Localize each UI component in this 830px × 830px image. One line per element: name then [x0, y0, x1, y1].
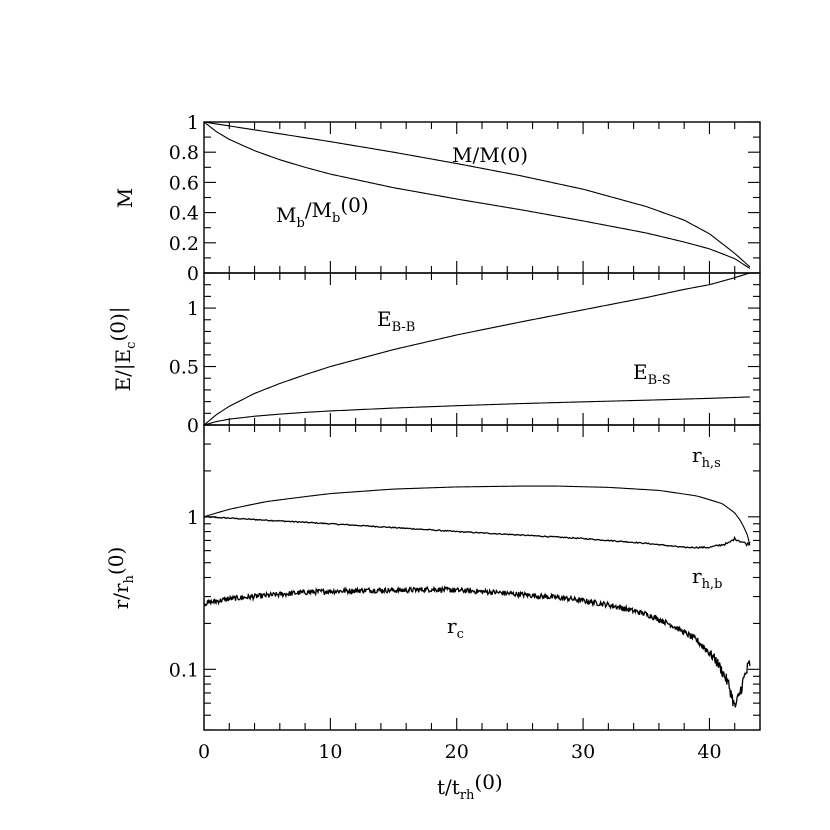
top-ytick-label: 0.8	[169, 142, 199, 164]
xtick-label: 40	[697, 741, 721, 763]
series-mb-mb-0-label-suffix: /M	[305, 198, 332, 222]
bottom-ylabel-tail: (0)	[104, 547, 128, 575]
series-eb-b-label: EB-B	[377, 307, 415, 335]
series-m-m-0-label: M/M(0)	[452, 143, 528, 167]
top-ylabel: M	[113, 188, 137, 208]
middle-ylabel-tail: (0)|	[106, 306, 131, 341]
series-rc-line	[203, 585, 751, 708]
middle-panel-frame	[203, 272, 761, 426]
series-rh-s-line	[203, 485, 751, 546]
middle-ylabel-sub: c	[124, 342, 139, 349]
series-eb-b-label-main: E	[377, 307, 392, 331]
series-rh-b-label-sub: h,b	[702, 577, 723, 592]
xlabel-main: t/t	[437, 775, 460, 799]
series-mb-mb-0-label: Mb/Mb(0)	[276, 193, 369, 231]
series-mb-mb-0-label-sub2: b	[332, 211, 340, 226]
xlabel: t/trh(0)	[437, 770, 503, 803]
xtick-label: 20	[445, 741, 469, 763]
series-rc-label-sub: c	[457, 627, 464, 642]
series-eb-s-label: EB-S	[633, 360, 671, 388]
bottom-ylabel-main: r/r	[109, 583, 133, 609]
radius-panel: 0.110 10 20 30 40r/rh(0)t/trh(0)rh,srh,brc	[104, 424, 761, 803]
xlabel-sub: rh	[460, 788, 475, 803]
top-ytick-label: 0.6	[169, 172, 199, 194]
series-m-m-0-label-main: M/M(0)	[452, 143, 528, 167]
middle-ytick-label: 1	[187, 298, 199, 320]
middle-ytick-label: 0.5	[169, 357, 199, 379]
series-rh-s-label: rh,s	[692, 443, 721, 471]
series-mb-mb-0-label-sub: b	[296, 216, 304, 231]
series-eb-b-line	[203, 272, 751, 426]
xtick-label: 0	[198, 741, 210, 763]
series-rc-label-main: r	[447, 614, 457, 638]
series-eb-s-line	[203, 396, 750, 426]
series-rh-b-label-main: r	[692, 564, 702, 588]
xtick-label: 10	[318, 741, 342, 763]
series-rh-s-label-main: r	[692, 443, 702, 467]
series-eb-s-label-main: E	[633, 360, 648, 384]
bottom-ytick-label: 1	[187, 507, 199, 529]
middle-ylabel-main: E/|E	[111, 349, 136, 392]
series-rh-b-line	[203, 515, 751, 549]
bottom-panel-frame	[203, 424, 761, 731]
middle-ylabel: E/|Ec(0)|	[106, 306, 139, 391]
series-rc-label: rc	[447, 614, 464, 642]
top-ytick-label: 0.2	[169, 233, 199, 255]
series-m-m-0-line	[203, 121, 751, 268]
series-mb-mb-0-label-tail: (0)	[340, 193, 368, 217]
energy-panel: 00.51E/|Ec(0)| EB-BEB-S	[106, 272, 761, 437]
bottom-ylabel: r/rh(0)	[104, 547, 137, 610]
series-eb-s-label-sub: B-S	[648, 373, 671, 388]
series-mb-mb-0-label-main: M	[276, 203, 296, 227]
series-rh-s-label-sub: h,s	[702, 456, 721, 471]
series-rh-b-label: rh,b	[692, 564, 722, 592]
top-ytick-label: 1	[187, 112, 199, 134]
bottom-ylabel-sub: h	[122, 574, 137, 583]
top-ytick-label: 0.4	[169, 203, 199, 225]
bottom-ytick-label: 0.1	[169, 659, 199, 681]
xtick-label: 30	[571, 741, 595, 763]
xlabel-tail: (0)	[474, 770, 502, 794]
middle-ytick-label: 0	[187, 415, 199, 437]
series-eb-b-label-sub: B-B	[392, 320, 416, 335]
series-mb-mb-0-line	[203, 121, 751, 269]
top-ytick-label: 0	[187, 263, 199, 285]
